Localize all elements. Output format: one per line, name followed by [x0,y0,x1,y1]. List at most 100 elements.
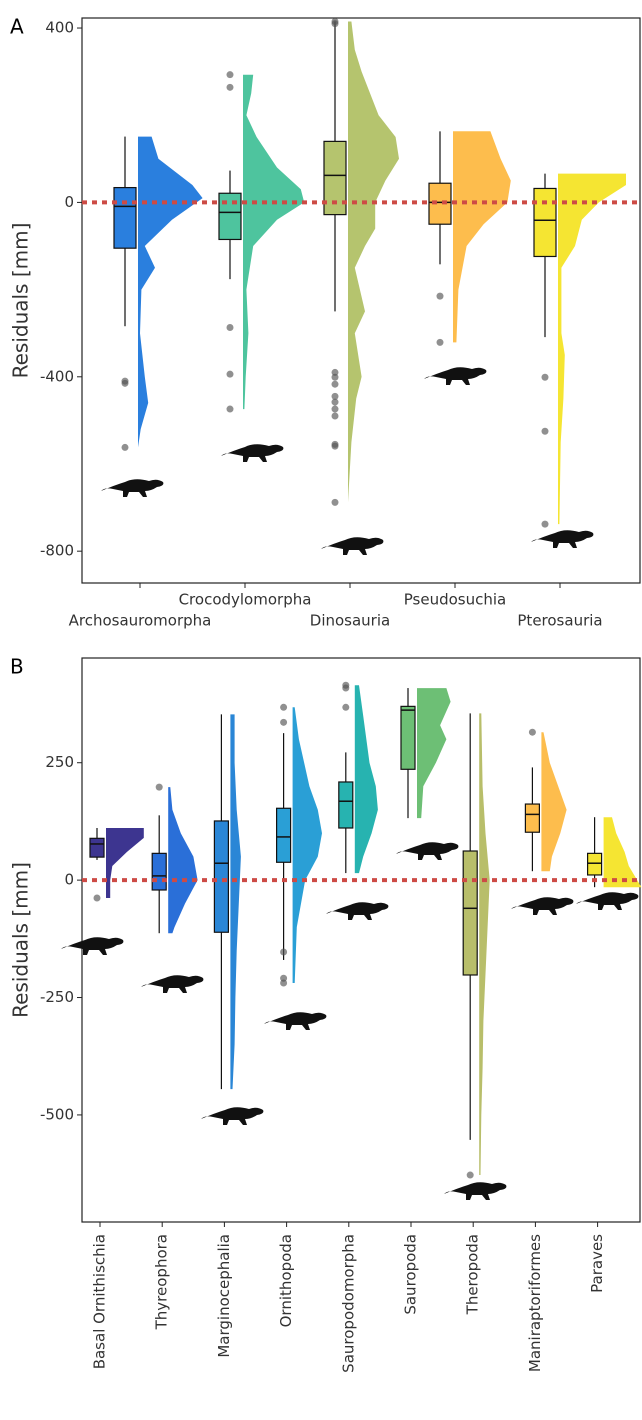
box [213,820,229,933]
silhouette [444,1182,507,1200]
x-tick-label: Crocodylomorpha [179,591,312,609]
y-tick-label: -250 [40,988,74,1006]
silhouette [264,1012,327,1030]
outlier [528,728,536,736]
outlier [466,1171,474,1179]
half-violin [138,136,203,448]
outlier [226,405,234,413]
x-tick-label: Dinosauria [310,612,390,630]
silhouette-shape [61,937,124,955]
outlier [331,398,339,406]
silhouette [424,367,487,385]
outlier [121,443,129,451]
half-violin [453,131,511,343]
outlier [226,324,234,332]
outlier [280,948,288,956]
outlier [331,368,339,376]
x-tick-label: Archosauromorpha [69,612,212,630]
outlier [541,520,549,528]
y-tick-label: -800 [40,542,74,560]
outlier [331,392,339,400]
silhouette [576,892,639,910]
silhouette-shape [321,537,384,555]
half-violin [168,787,198,934]
silhouette [531,530,594,548]
outlier [342,684,350,692]
half-violin [479,713,490,1175]
silhouette-shape [424,367,487,385]
box [586,852,603,876]
outlier [331,373,339,381]
x-tick-label: Pterosauria [517,612,602,630]
y-axis-title: Residuals [mm] [9,862,33,1018]
half-violin [230,714,241,1090]
outlier [331,498,339,506]
plot-frame [81,657,641,1223]
silhouette [141,975,204,993]
outlier [280,979,288,987]
half-violin [348,21,399,503]
silhouette-shape [396,842,459,860]
outlier [331,20,339,28]
box [113,186,137,249]
silhouette-shape [444,1182,507,1200]
silhouette-shape [221,444,284,462]
half-violin [106,828,144,898]
y-tick-label: 0 [64,871,74,889]
box [218,192,242,241]
silhouette-shape [511,897,574,915]
silhouette [396,842,459,860]
x-tick-label: Theropoda [464,1234,482,1315]
y-tick-label: 400 [45,19,74,37]
box [462,850,478,976]
outlier [331,442,339,450]
box [428,182,452,225]
panel-label: B [10,655,24,679]
box [524,803,541,833]
half-violin [541,732,567,872]
silhouette-shape [264,1012,327,1030]
half-violin [292,707,322,983]
silhouette-shape [101,479,164,497]
silhouette-shape [201,1107,264,1125]
x-tick-label: Pseudosuchia [404,591,506,609]
box [338,781,354,829]
silhouette [511,897,574,915]
plot-frame [81,17,641,584]
box [276,807,292,863]
silhouette-shape [141,975,204,993]
x-tick-label: Thyreophora [153,1234,171,1330]
outlier [93,894,101,902]
outlier [226,83,234,91]
silhouette [221,444,284,462]
y-tick-label: 0 [64,193,74,211]
x-tick-label: Basal Ornithischia [91,1234,109,1369]
y-tick-label: -500 [40,1105,74,1123]
half-violin [243,74,305,410]
x-tick-label: Paraves [588,1234,606,1293]
outlier [342,703,350,711]
panel-label: A [10,15,24,39]
y-tick-label: 250 [45,753,74,771]
outlier [155,783,163,791]
outlier [541,427,549,435]
silhouette-shape [531,530,594,548]
y-tick-label: -400 [40,367,74,385]
silhouette [326,902,389,920]
silhouette [321,537,384,555]
outlier [331,412,339,420]
box [533,187,557,258]
outlier [280,703,288,711]
y-axis-title: Residuals [mm] [9,223,33,379]
box [89,837,105,858]
x-tick-label: Sauropodomorpha [339,1234,357,1373]
outlier [280,718,288,726]
outlier [541,373,549,381]
outlier [226,71,234,79]
outlier [331,380,339,388]
half-violin [558,173,626,525]
x-tick-label: Sauropoda [402,1234,420,1315]
half-violin [417,688,451,819]
outlier [436,338,444,346]
